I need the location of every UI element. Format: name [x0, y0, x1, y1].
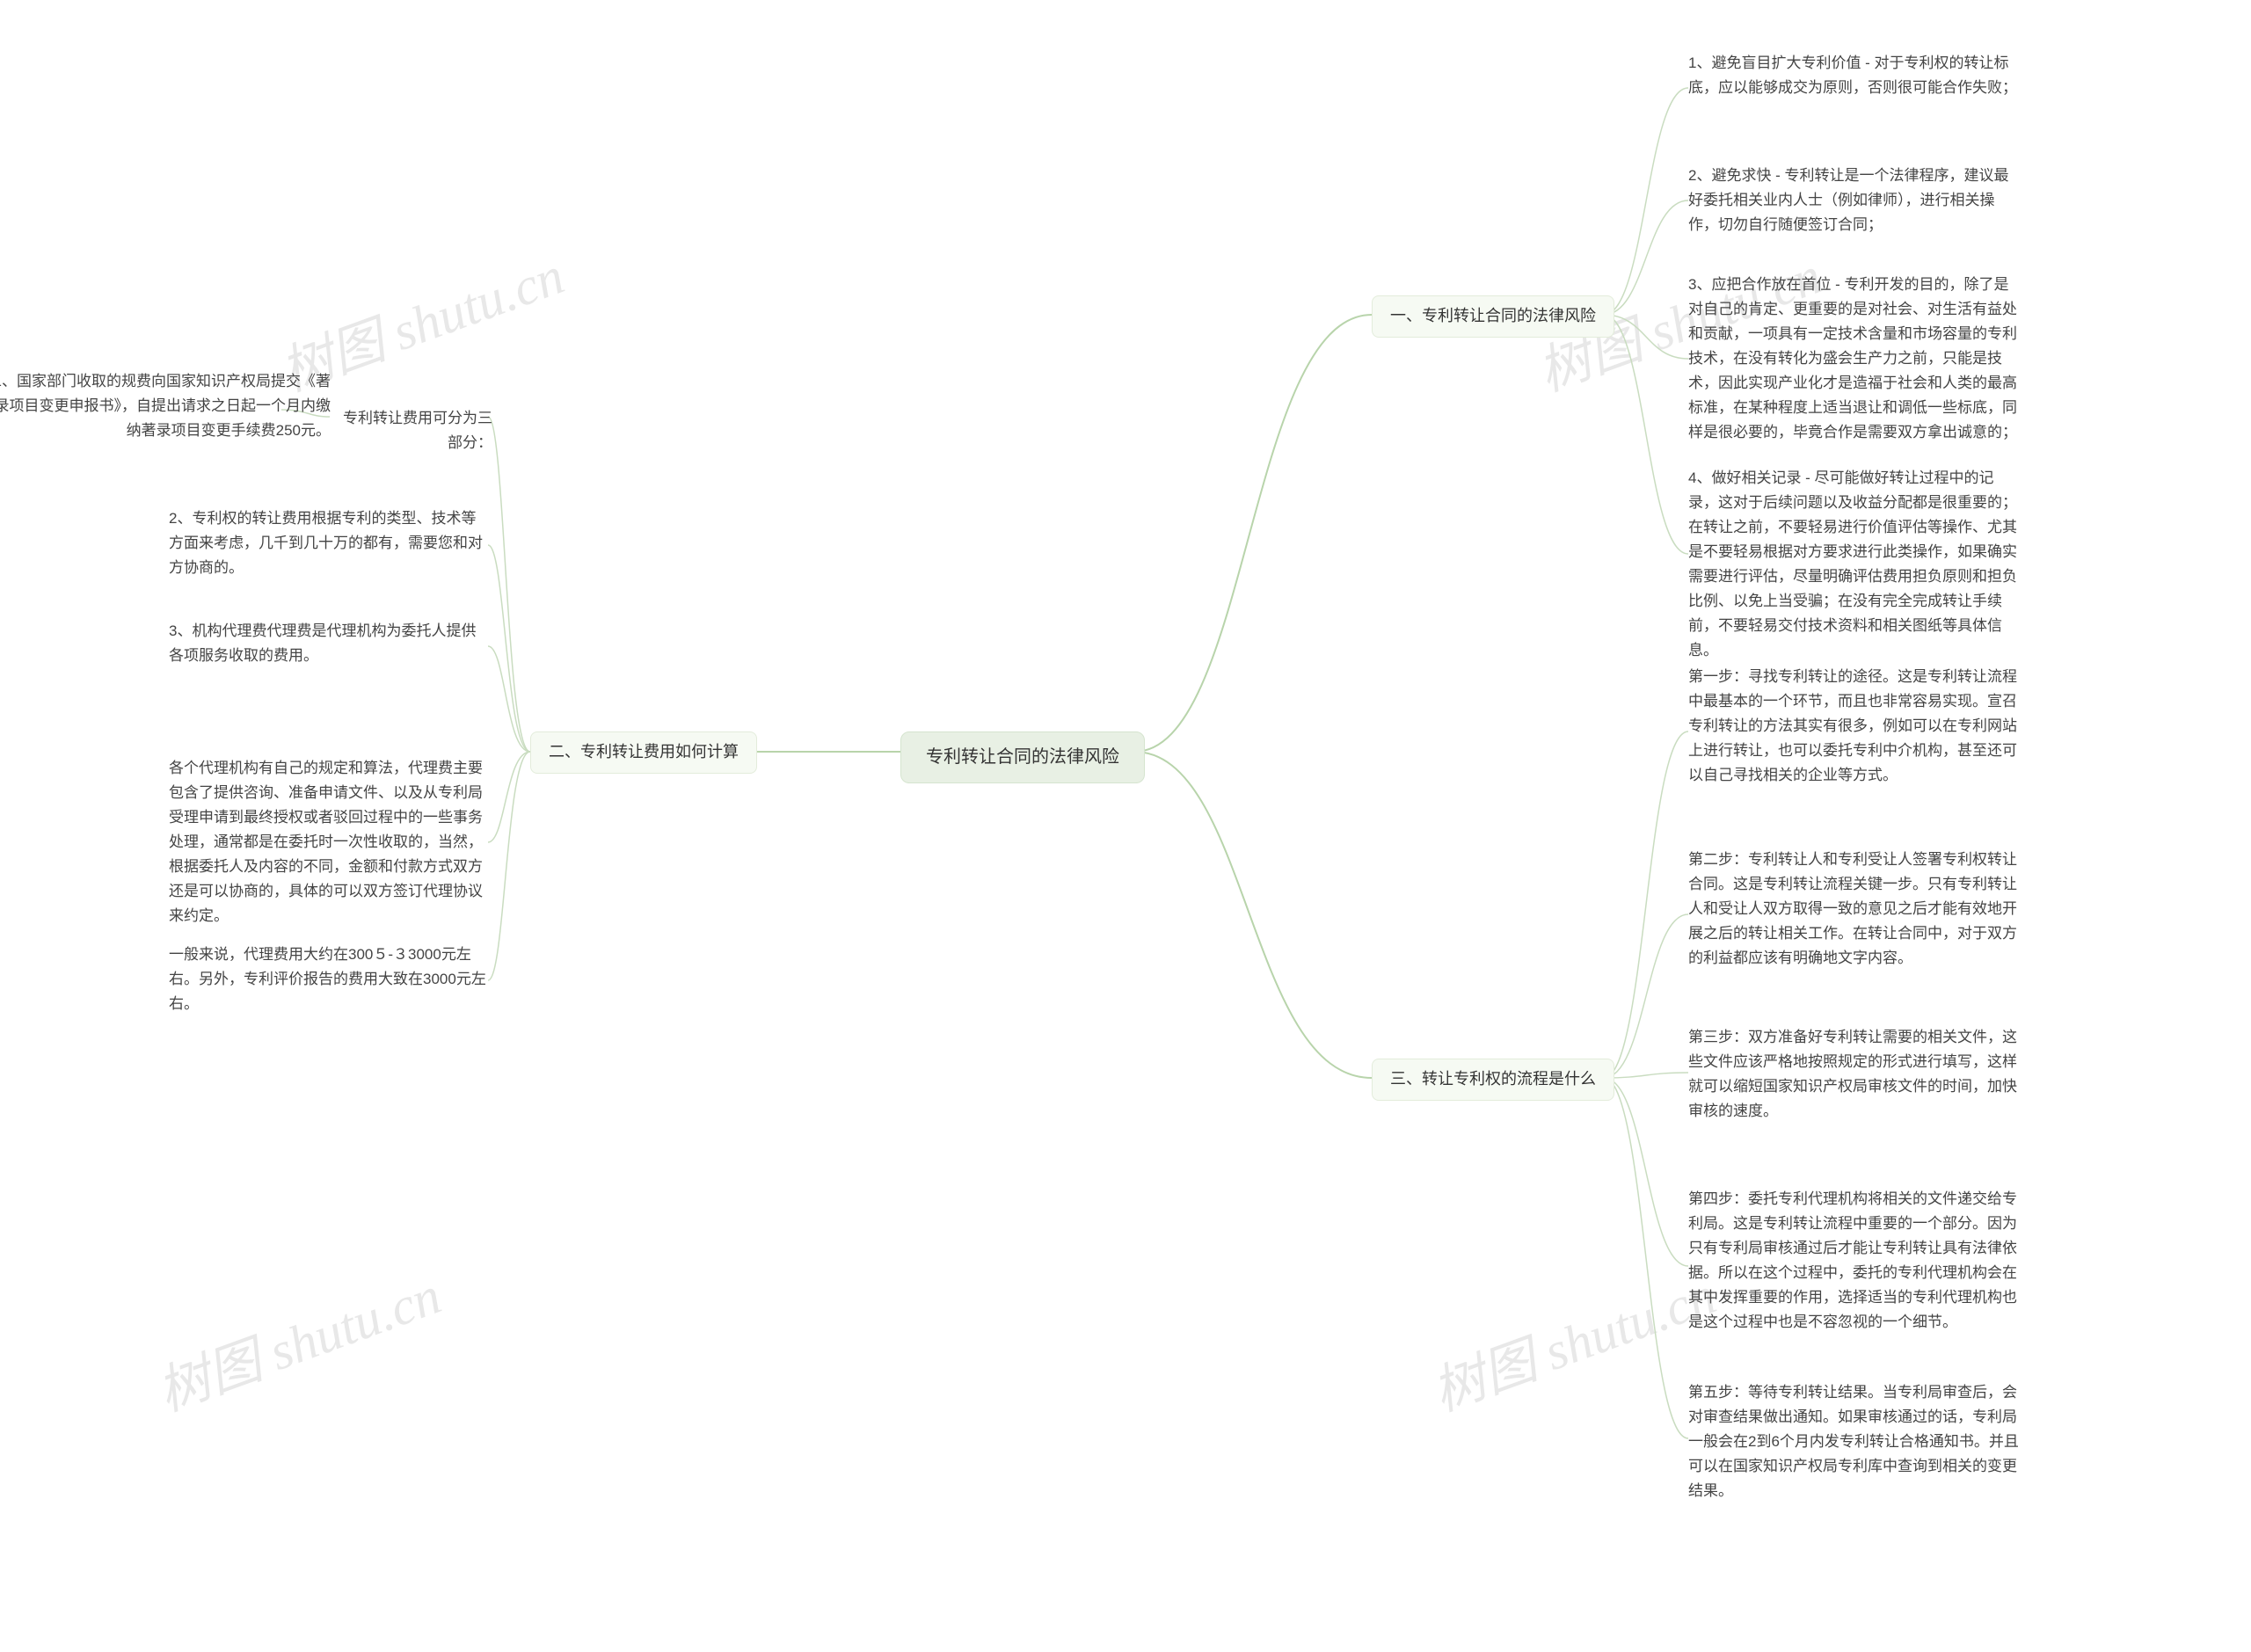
leaf-b1c2: 2、避免求快 - 专利转让是一个法律程序，建议最好委托相关业内人士（例如律师），…	[1688, 164, 2022, 237]
leaf-b1c1: 1、避免盲目扩大专利价值 - 对于专利权的转让标底，应以能够成交为原则，否则很可…	[1688, 51, 2022, 100]
leaf-b2c5: 一般来说，代理费用大约在300５-３3000元左右。另外，专利评价报告的费用大致…	[169, 942, 490, 1016]
leaf-b2c1: 专利转让费用可分为三部分：	[334, 406, 492, 455]
leaf-b3c1: 第一步：寻找专利转让的途径。这是专利转让流程中最基本的一个环节，而且也非常容易实…	[1688, 665, 2022, 788]
leaf-b3c5: 第五步：等待专利转让结果。当专利局审查后，会对审查结果做出通知。如果审核通过的话…	[1688, 1380, 2022, 1503]
leaf-b3c3: 第三步：双方准备好专利转让需要的相关文件，这些文件应该严格地按照规定的形式进行填…	[1688, 1025, 2022, 1124]
leaf-b1c4: 4、做好相关记录 - 尽可能做好转让过程中的记录，这对于后续问题以及收益分配都是…	[1688, 466, 2022, 663]
leaf-b2c3: 3、机构代理费代理费是代理机构为委托人提供各项服务收取的费用。	[169, 619, 490, 668]
leaf-b3c2: 第二步：专利转让人和专利受让人签署专利权转让合同。这是专利转让流程关键一步。只有…	[1688, 848, 2022, 971]
leaf-b2c4: 各个代理机构有自己的规定和算法，代理费主要包含了提供咨询、准备申请文件、以及从专…	[169, 756, 490, 928]
branch-3: 三、转让专利权的流程是什么	[1372, 1059, 1614, 1101]
leaf-b3c4: 第四步：委托专利代理机构将相关的文件递交给专利局。这是专利转让流程中重要的一个部…	[1688, 1187, 2022, 1335]
leaf-b2c1a: 1、国家部门收取的规费向国家知识产权局提交《著录项目变更申报书》，自提出请求之日…	[0, 369, 331, 443]
leaf-b1c3: 3、应把合作放在首位 - 专利开发的目的，除了是对自己的肯定、更重要的是对社会、…	[1688, 273, 2022, 445]
leaf-b2c2: 2、专利权的转让费用根据专利的类型、技术等方面来考虑，几千到几十万的都有，需要您…	[169, 506, 490, 580]
watermark: 树图 shutu.cn	[1420, 1253, 1724, 1426]
root-node: 专利转让合同的法律风险	[900, 731, 1145, 783]
branch-2: 二、专利转让费用如何计算	[530, 731, 757, 774]
branch-1: 一、专利转让合同的法律风险	[1372, 295, 1614, 338]
watermark: 树图 shutu.cn	[145, 1253, 449, 1426]
